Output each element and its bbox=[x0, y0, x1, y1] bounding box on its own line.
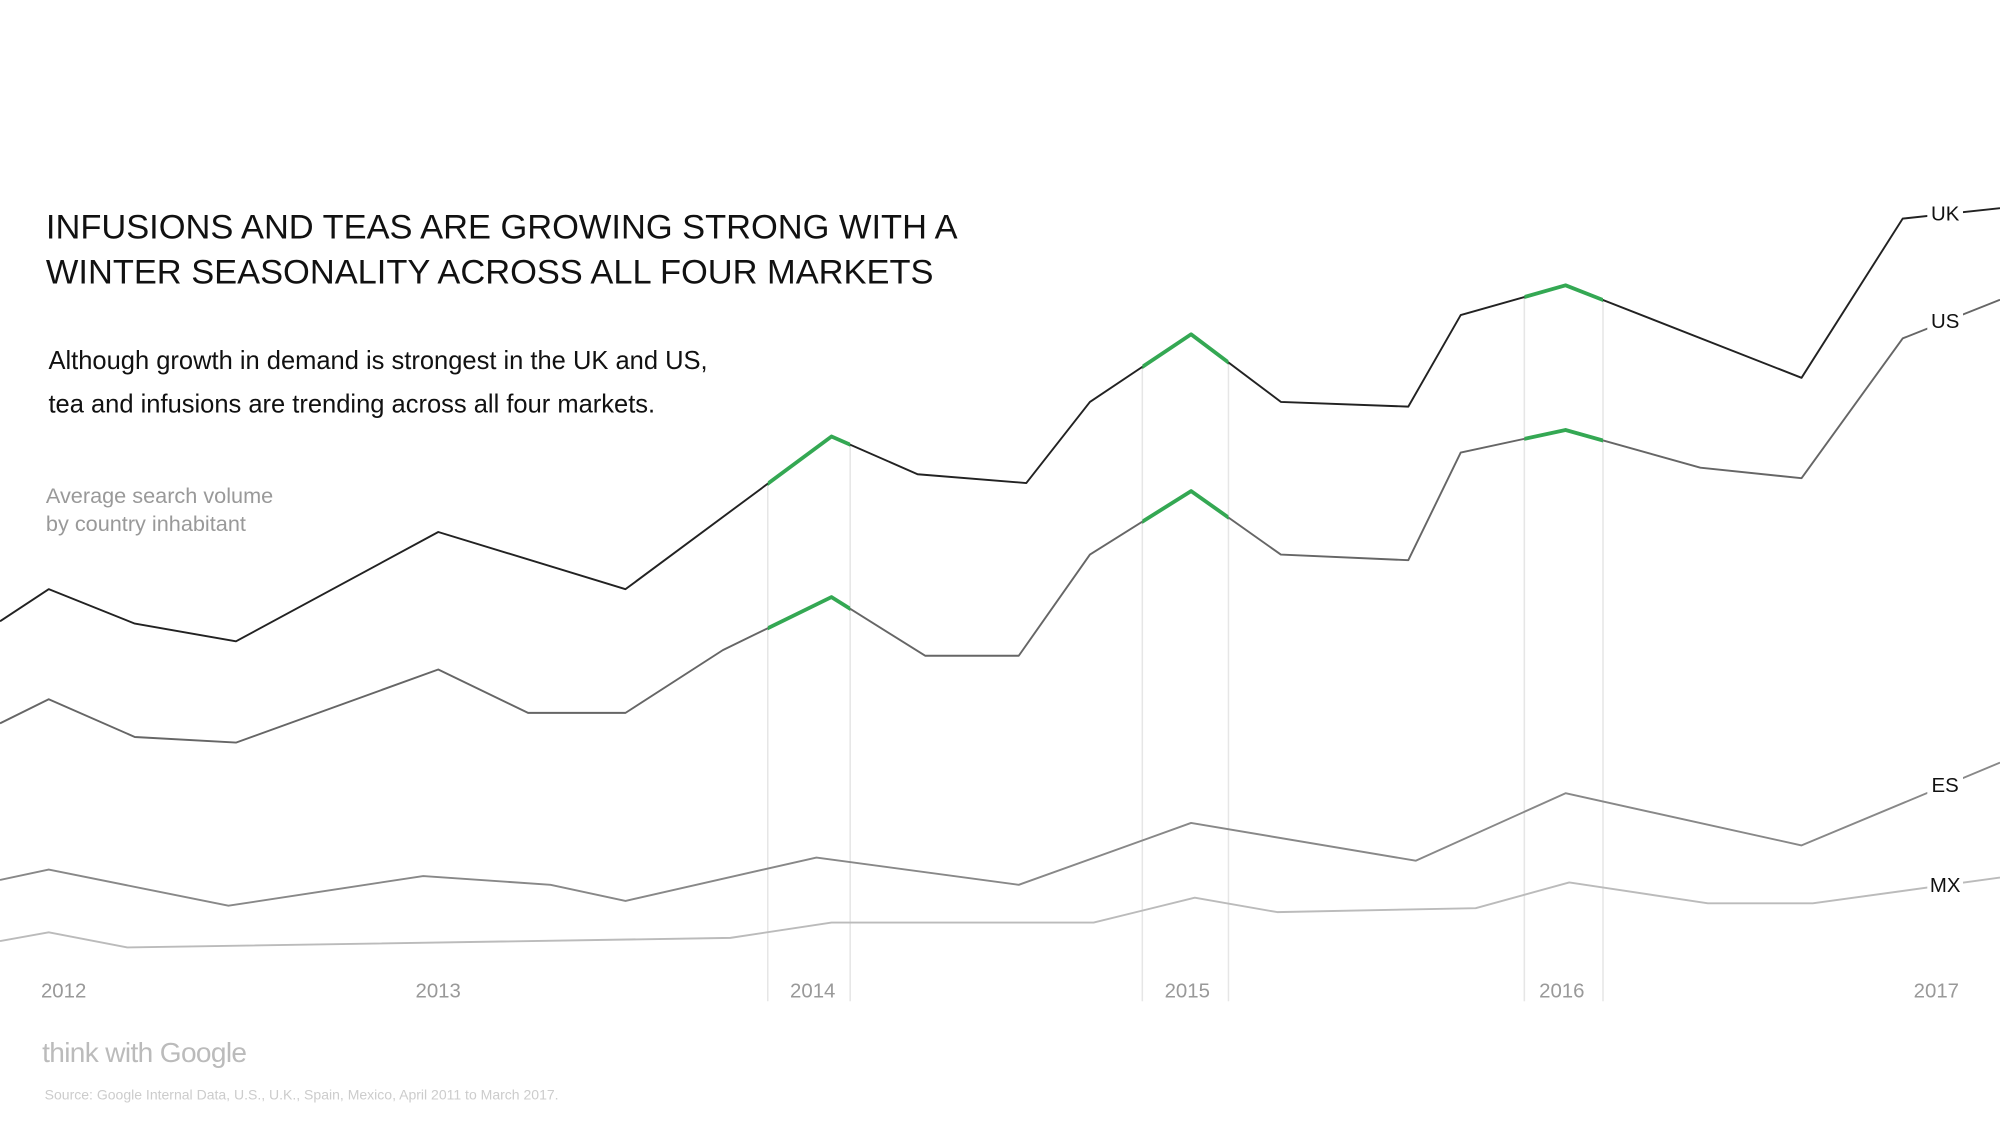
series-line bbox=[0, 298, 2000, 744]
source: Source: Google Internal Data, U.S., U.K.… bbox=[45, 1086, 559, 1102]
x-tick-label: 2012 bbox=[41, 981, 86, 1003]
label-background bbox=[1927, 772, 1964, 799]
x-tick-label: 2014 bbox=[790, 981, 835, 1003]
series-line bbox=[0, 876, 2000, 949]
series-label: US bbox=[1931, 311, 1959, 333]
x-tick-label: 2015 bbox=[1165, 981, 1210, 1003]
y-axis-label: by country inhabitant bbox=[46, 511, 246, 536]
series-line bbox=[0, 761, 2000, 907]
x-tick-label: 2013 bbox=[416, 981, 461, 1003]
subtitle: Although growth in demand is strongest i… bbox=[48, 347, 707, 375]
x-tick-label: 2017 bbox=[1914, 981, 1959, 1003]
series-label: MX bbox=[1930, 875, 1961, 897]
series-label: UK bbox=[1931, 204, 1960, 226]
series-label: ES bbox=[1932, 775, 1959, 797]
label-background bbox=[1927, 308, 1964, 335]
chart-title: INFUSIONS AND TEAS ARE GROWING STRONG WI… bbox=[46, 209, 958, 247]
label-background bbox=[1927, 201, 1964, 227]
y-axis-label: Average search volume bbox=[46, 483, 273, 508]
label-background bbox=[1927, 872, 1964, 898]
series-line bbox=[0, 207, 2000, 643]
subtitle: tea and infusions are trending across al… bbox=[48, 390, 655, 418]
x-tick-label: 2016 bbox=[1539, 981, 1584, 1003]
chart-title: WINTER SEASONALITY ACROSS ALL FOUR MARKE… bbox=[46, 253, 934, 291]
logo: think with Google bbox=[42, 1037, 246, 1068]
